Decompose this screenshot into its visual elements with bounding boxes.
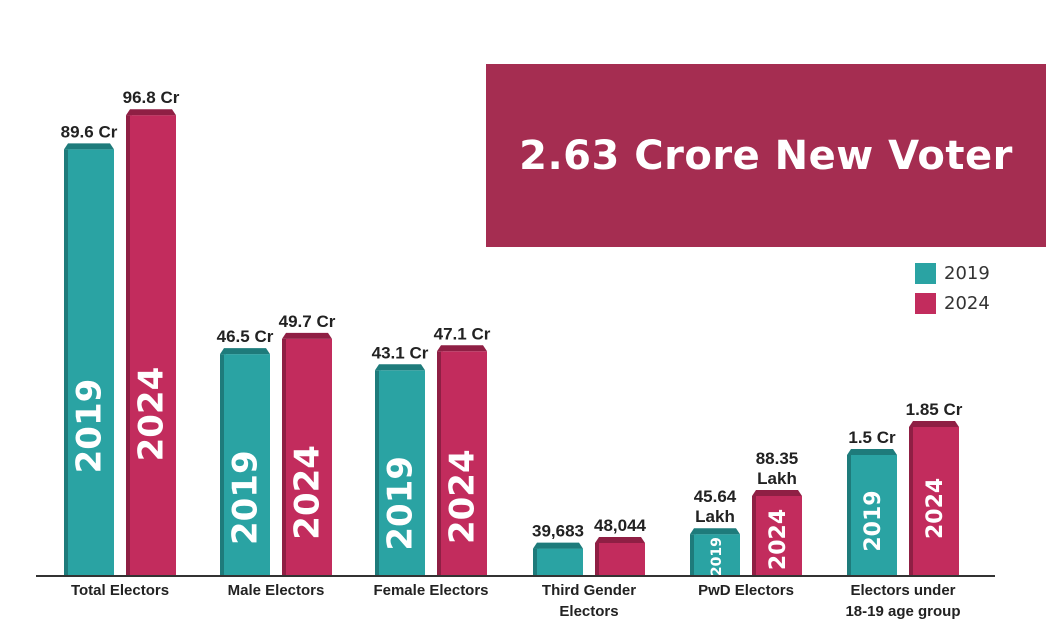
- value-label-3-2024: 48,044: [594, 516, 647, 535]
- value-label-0-2019: 89.6 Cr: [61, 122, 118, 141]
- value-label-0-2024: 96.8 Cr: [123, 88, 180, 107]
- bar-side-5-2024: [909, 427, 915, 575]
- bar-year-label-5-2024: 2024: [923, 478, 948, 539]
- category-label-4: PwD Electors: [698, 582, 794, 599]
- bar-5-2024: [913, 427, 959, 575]
- value-label-2-2024: 47.1 Cr: [434, 324, 491, 343]
- bar-side-2-2019: [375, 370, 381, 575]
- category-label-1: Male Electors: [228, 582, 325, 599]
- bar-side-4-2024: [752, 496, 758, 575]
- legend-swatch-2019: [915, 262, 936, 284]
- bar-top-2-2019: [375, 364, 425, 371]
- bar-top-3-2019: [533, 542, 583, 549]
- bar-year-label-4-2024: 2024: [766, 509, 791, 570]
- bar-0-2019: [68, 149, 114, 575]
- bar-3-2019: [537, 548, 583, 575]
- category-label-3-0: Third Gender: [542, 582, 636, 599]
- value-label-5-2024: 1.85 Cr: [906, 400, 963, 419]
- bar-2-2024: [441, 351, 487, 575]
- bar-1-2024: [286, 338, 332, 575]
- bar-top-1-2019: [220, 348, 270, 355]
- bar-year-label-1-2019: 2019: [226, 450, 266, 545]
- bar-top-0-2024: [126, 109, 176, 116]
- category-label-5-0: Electors under: [850, 582, 955, 599]
- bar-year-label-4-2019: 2019: [709, 537, 725, 576]
- bar-top-1-2024: [282, 332, 332, 339]
- legend-item-2024: 2024: [915, 288, 990, 318]
- bar-year-label-2-2024: 2024: [443, 449, 483, 544]
- legend-label-2019: 2019: [944, 262, 990, 284]
- value-label-4-2024-0: 88.35: [756, 449, 799, 468]
- headline-banner: 2.63 Crore New Voter: [486, 64, 1046, 247]
- bar-top-2-2024: [437, 345, 487, 352]
- bar-side-3-2019: [533, 548, 539, 575]
- bar-side-0-2019: [64, 149, 70, 575]
- bar-top-0-2019: [64, 143, 114, 150]
- bar-year-label-1-2024: 2024: [288, 445, 328, 540]
- value-label-5-2019: 1.5 Cr: [848, 428, 896, 447]
- bar-year-label-0-2019: 2019: [70, 379, 110, 474]
- bar-year-label-0-2024: 2024: [132, 367, 172, 462]
- bar-side-3-2024: [595, 543, 601, 575]
- category-label-3-1: Electors: [559, 603, 618, 620]
- legend-swatch-2024: [915, 292, 936, 314]
- bar-side-0-2024: [126, 115, 132, 575]
- value-label-1-2024: 49.7 Cr: [279, 312, 336, 331]
- bar-top-5-2019: [847, 449, 897, 455]
- bar-top-5-2024: [909, 421, 959, 427]
- bar-side-2-2024: [437, 351, 443, 575]
- bar-1-2019: [224, 354, 270, 575]
- bar-side-4-2019: [690, 534, 696, 575]
- category-label-0: Total Electors: [71, 582, 169, 599]
- value-label-4-2024-1: Lakh: [757, 469, 797, 488]
- headline-text: 2.63 Crore New Voter: [519, 132, 1013, 179]
- bar-4-2024: [756, 496, 802, 575]
- value-label-3-2019: 39,683: [532, 522, 584, 541]
- legend-item-2019: 2019: [915, 258, 990, 288]
- value-label-2-2019: 43.1 Cr: [372, 343, 429, 362]
- value-label-1-2019: 46.5 Cr: [217, 327, 274, 346]
- bar-side-5-2019: [847, 455, 853, 575]
- category-label-2: Female Electors: [373, 582, 488, 599]
- bar-year-label-2-2019: 2019: [381, 456, 421, 551]
- bar-5-2019: [851, 455, 897, 575]
- bar-0-2024: [130, 115, 176, 575]
- bar-top-4-2024: [752, 490, 802, 496]
- category-label-5-1: 18-19 age group: [845, 603, 960, 620]
- bar-top-4-2019: [690, 528, 740, 535]
- bar-3-2024: [599, 543, 645, 575]
- bar-year-label-5-2019: 2019: [861, 490, 886, 551]
- bar-side-1-2019: [220, 354, 226, 575]
- value-label-4-2019-0: 45.64: [694, 487, 737, 506]
- value-label-4-2019-1: Lakh: [695, 507, 735, 526]
- legend-label-2024: 2024: [944, 292, 990, 314]
- bar-top-3-2024: [595, 537, 645, 543]
- bar-2-2019: [379, 370, 425, 575]
- bar-4-2019: [694, 534, 740, 575]
- bar-side-1-2024: [282, 338, 288, 575]
- chart-legend: 2019 2024: [915, 258, 990, 318]
